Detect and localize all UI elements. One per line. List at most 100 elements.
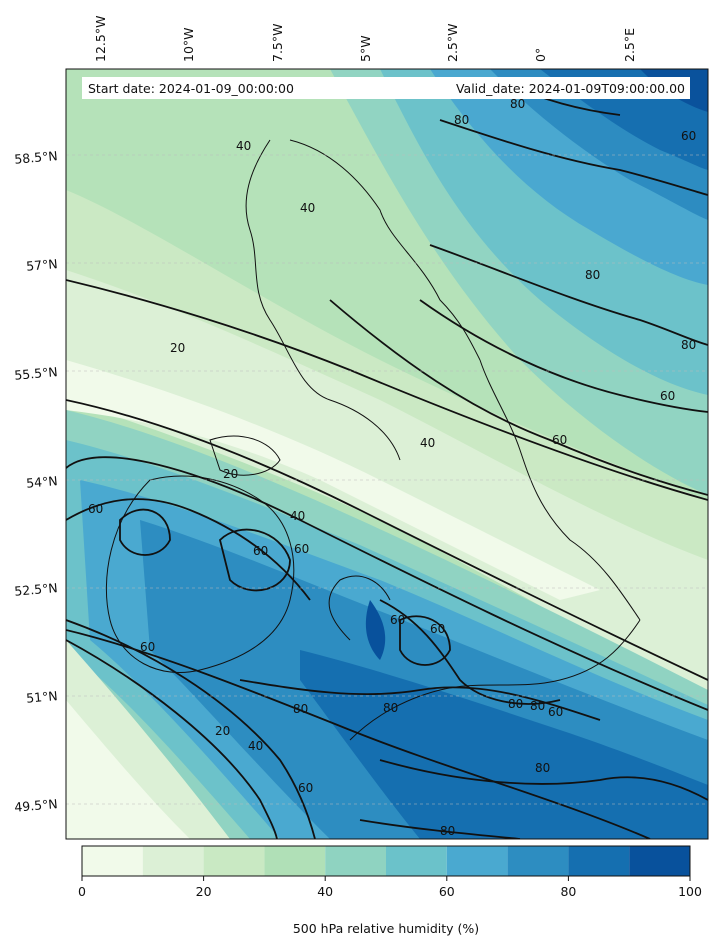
contour-loop-2 [119, 508, 171, 556]
contour-label: 60 [390, 613, 405, 627]
colorbar-tick-label: 100 [678, 884, 702, 899]
lon-label-2-5e: 2.5°E [622, 28, 637, 62]
colorbar-segment [386, 846, 447, 876]
contour-label: 40 [248, 739, 263, 753]
lat-label-52-5n: 52.5°N [14, 580, 59, 599]
contour-label: 40 [236, 139, 251, 153]
coastline-northern-ireland [209, 435, 281, 476]
coastline-scotland-west [245, 139, 401, 461]
contour-line-80-north-a [429, 244, 708, 346]
contour-line-80-south-b [379, 759, 708, 801]
contour-loop-3 [399, 615, 451, 666]
lat-label-49-5n: 49.5°N [14, 796, 59, 815]
contour-line-80-south-c [359, 819, 521, 839]
date-header-box [82, 77, 690, 99]
lat-label-54n: 54°N [26, 473, 59, 491]
colorbar-segment [264, 846, 326, 876]
contour-line-40-central [66, 456, 708, 711]
contour-label: 80 [585, 268, 600, 282]
latitude-labels: 58.5°N 57°N 55.5°N 54°N 52.5°N 51°N 49.5… [14, 148, 59, 815]
contour-label: 60 [660, 389, 675, 403]
colorbar-segment [629, 846, 690, 876]
lat-label-51n: 51°N [26, 688, 59, 706]
coastline-ireland [105, 475, 295, 674]
contour-label: 60 [430, 622, 445, 636]
colorbar-segment [446, 846, 508, 876]
contour-label: 80 [293, 702, 308, 716]
colorbar-segment [507, 846, 569, 876]
lon-label-0: 0° [533, 48, 548, 62]
contour-label: 40 [290, 509, 305, 523]
lon-label-5w: 5°W [358, 35, 373, 62]
lat-label-58-5n: 58.5°N [14, 148, 59, 167]
map-area: 40 40 80 80 60 60 80 80 60 20 40 20 40 6… [66, 69, 708, 839]
contour-label: 60 [140, 640, 155, 654]
lon-label-10w: 10°W [181, 27, 196, 62]
colorbar-label: 500 hPa relative humidity (%) [293, 921, 479, 936]
humidity-band-0-10-central [66, 360, 600, 600]
contour-label: 20 [215, 724, 230, 738]
humidity-band-80-90-south [300, 650, 708, 839]
contour-label: 60 [681, 129, 696, 143]
contour-label: 60 [552, 433, 567, 447]
coastline-england-south [349, 619, 641, 741]
colorbar-frame [81, 845, 691, 877]
contour-line-40-south [66, 619, 316, 839]
contour-label: 60 [548, 705, 563, 719]
lon-label-12-5w: 12.5°W [93, 16, 108, 62]
lon-label-2-5w: 2.5°W [445, 24, 460, 63]
contour-label: 80 [454, 113, 469, 127]
contour-line-20-south [66, 639, 278, 839]
coastline-wales [328, 575, 391, 641]
contour-label-group: 40 40 80 80 60 60 80 80 60 20 40 20 40 6… [88, 97, 696, 838]
contour-loop-1 [219, 528, 291, 592]
coastline-scotland-east [289, 139, 481, 361]
lat-label-55-5n: 55.5°N [14, 364, 59, 383]
longitude-labels: 12.5°W 10°W 7.5°W 5°W 2.5°W 0° 2.5°E [93, 16, 637, 62]
contour-label: 60 [88, 502, 103, 516]
coastlines [105, 139, 641, 741]
contour-label: 80 [510, 97, 525, 111]
contour-line-60-southwest [66, 498, 311, 601]
contour-label: 60 [298, 781, 313, 795]
contour-line-60-south-b [379, 599, 561, 705]
colorbar-tick-label: 60 [439, 884, 455, 899]
contour-line-40-north [329, 299, 708, 496]
contour-label: 80 [681, 338, 696, 352]
map-frame [65, 68, 709, 840]
contour-label: 20 [223, 467, 238, 481]
contour-line-20-central [66, 399, 708, 681]
colorbar-tick-label: 20 [196, 884, 212, 899]
contour-label: 60 [253, 544, 268, 558]
contour-label: 80 [530, 699, 545, 713]
colorbar: 0 20 40 60 80 100 500 hPa relative humid… [78, 845, 702, 936]
contour-label: 80 [383, 701, 398, 715]
contour-line-80-north-b [439, 119, 708, 196]
colorbar-segment [203, 846, 265, 876]
humidity-band-90-100-south [365, 600, 386, 660]
valid-date-label: Valid_date: 2024-01-09T09:00:00.00 [456, 81, 685, 96]
colorbar-segment [568, 846, 630, 876]
contour-label: 80 [440, 824, 455, 838]
contour-label: 40 [300, 201, 315, 215]
contour-label: 20 [170, 341, 185, 355]
colorbar-tick-label: 40 [317, 884, 333, 899]
lon-label-7-5w: 7.5°W [270, 24, 285, 63]
contour-line-60-north [419, 299, 708, 413]
start-date-label: Start date: 2024-01-09_00:00:00 [88, 81, 294, 96]
colorbar-ticks [81, 876, 691, 881]
contour-line-20-north [66, 279, 708, 501]
coastline-england-east [479, 359, 641, 621]
colorbar-tick-label: 0 [78, 884, 86, 899]
colorbar-segment [325, 846, 386, 876]
contour-label: 80 [535, 761, 550, 775]
graticule [66, 154, 708, 805]
contour-label: 60 [294, 542, 309, 556]
colorbar-segment [142, 846, 204, 876]
contour-label: 40 [420, 436, 435, 450]
contour-label: 80 [508, 697, 523, 711]
lat-label-57n: 57°N [26, 256, 59, 274]
colorbar-segment [82, 846, 143, 876]
colorbar-tick-label: 80 [560, 884, 576, 899]
